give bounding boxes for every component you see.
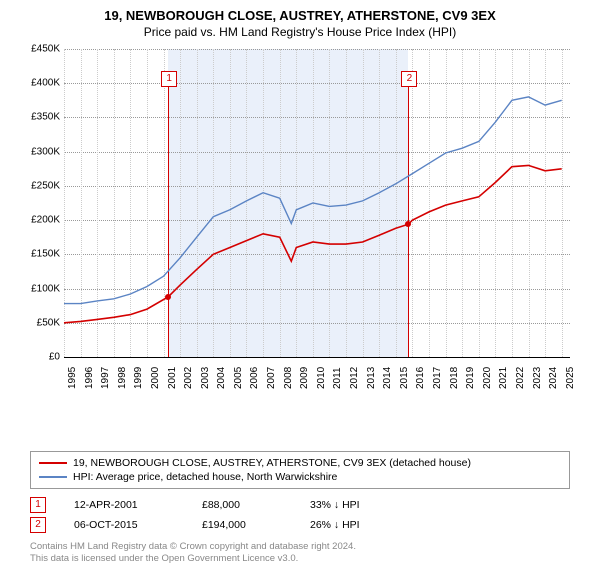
legend-swatch (39, 476, 67, 478)
attribution-line1: Contains HM Land Registry data © Crown c… (30, 541, 570, 553)
transaction-number: 2 (30, 517, 46, 533)
line-layer (20, 43, 580, 403)
series-line (64, 97, 562, 304)
legend-label: 19, NEWBOROUGH CLOSE, AUSTREY, ATHERSTON… (73, 457, 471, 469)
legend-swatch (39, 462, 67, 464)
transactions-table: 1 12-APR-2001 £88,000 33% ↓ HPI 2 06-OCT-2015… (30, 495, 570, 535)
attribution: Contains HM Land Registry data © Crown c… (30, 541, 570, 565)
transaction-diff: 33% ↓ HPI (310, 499, 430, 511)
legend-label: HPI: Average price, detached house, Nort… (73, 471, 337, 483)
transaction-date: 12-APR-2001 (74, 499, 174, 511)
chart-subtitle: Price paid vs. HM Land Registry's House … (0, 23, 600, 43)
chart-area: £0£50K£100K£150K£200K£250K£300K£350K£400… (20, 43, 580, 403)
chart-title: 19, NEWBOROUGH CLOSE, AUSTREY, ATHERSTON… (0, 0, 600, 23)
transaction-price: £194,000 (202, 519, 282, 531)
transaction-number: 1 (30, 497, 46, 513)
data-marker (165, 294, 171, 300)
transaction-price: £88,000 (202, 499, 282, 511)
legend-item: HPI: Average price, detached house, Nort… (39, 470, 561, 484)
attribution-line2: This data is licensed under the Open Gov… (30, 553, 570, 565)
transaction-row: 1 12-APR-2001 £88,000 33% ↓ HPI (30, 495, 570, 515)
transaction-date: 06-OCT-2015 (74, 519, 174, 531)
legend-item: 19, NEWBOROUGH CLOSE, AUSTREY, ATHERSTON… (39, 456, 561, 470)
transaction-diff: 26% ↓ HPI (310, 519, 430, 531)
legend: 19, NEWBOROUGH CLOSE, AUSTREY, ATHERSTON… (30, 451, 570, 489)
transaction-row: 2 06-OCT-2015 £194,000 26% ↓ HPI (30, 515, 570, 535)
data-marker (405, 221, 411, 227)
series-line (64, 165, 562, 322)
